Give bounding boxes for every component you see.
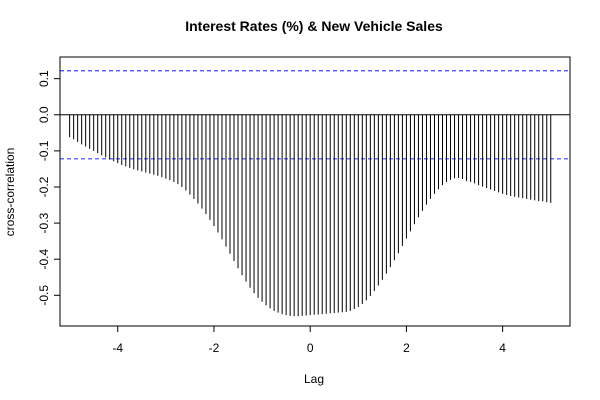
chart-title: Interest Rates (%) & New Vehicle Sales xyxy=(185,18,443,34)
y-axis-label: cross-correlation xyxy=(3,148,17,237)
x-axis-label: Lag xyxy=(304,372,324,386)
y-tick-label: 0.0 xyxy=(37,106,51,123)
x-tick-label: -2 xyxy=(209,341,220,355)
y-axis: -0.5 -0.4 -0.3 -0.2 -0.1 0.0 0.1 xyxy=(37,70,61,306)
y-tick-label: -0.3 xyxy=(37,212,51,233)
y-tick-label: -0.4 xyxy=(37,249,51,270)
y-tick-label: -0.2 xyxy=(37,176,51,197)
plot-area xyxy=(60,70,570,317)
x-tick-label: -4 xyxy=(112,341,123,355)
x-axis: -4 -2 0 2 4 xyxy=(112,325,506,355)
x-tick-label: 0 xyxy=(307,341,314,355)
y-tick-label: 0.1 xyxy=(37,70,51,87)
y-tick-label: -0.5 xyxy=(37,285,51,306)
y-tick-label: -0.1 xyxy=(37,140,51,161)
plot-frame xyxy=(59,56,571,327)
x-tick-label: 4 xyxy=(499,341,506,355)
x-tick-label: 2 xyxy=(403,341,410,355)
